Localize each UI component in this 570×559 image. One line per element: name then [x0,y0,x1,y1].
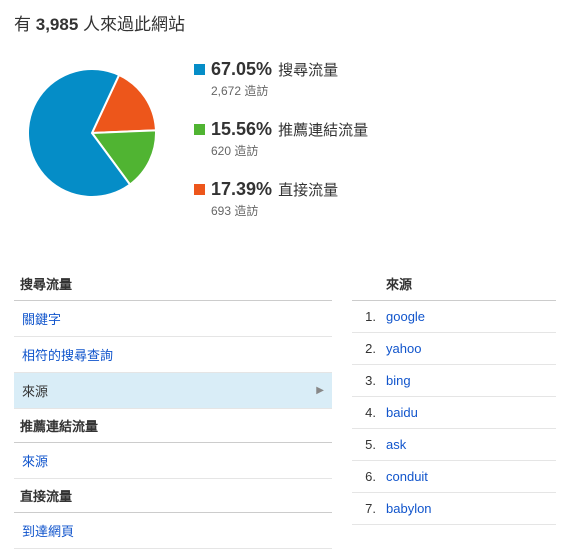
source-row[interactable]: 7.babylon [352,493,556,525]
legend-visits: 620 造訪 [211,142,556,159]
legend-label: 推薦連結流量 [278,119,368,140]
pie-chart-container [14,53,194,206]
source-row[interactable]: 3.bing [352,365,556,397]
chevron-right-icon: ▶ [316,385,324,396]
legend-item-0: 67.05% 搜尋流量 2,672 造訪 [194,59,556,99]
legend-item-1: 15.56% 推薦連結流量 620 造訪 [194,119,556,159]
source-name: yahoo [386,341,421,356]
legend-item-2: 17.39% 直接流量 693 造訪 [194,179,556,219]
legend-pct: 67.05% [211,59,272,80]
source-row[interactable]: 1.google [352,301,556,333]
source-name: bing [386,373,411,388]
page-title: 有 3,985 人來過此網站 [14,10,556,35]
nav-item-label: 相符的搜尋查詢 [22,345,113,364]
title-prefix: 有 [14,15,36,34]
pie-chart [22,63,162,203]
traffic-nav: 搜尋流量關鍵字相符的搜尋查詢來源▶推薦連結流量來源直接流量到達網頁 [14,267,332,549]
nav-group-header: 推薦連結流量 [14,409,332,443]
visitor-count: 3,985 [36,15,79,34]
nav-item[interactable]: 來源 [14,443,332,479]
legend-label: 搜尋流量 [278,59,338,80]
source-name: babylon [386,501,432,516]
source-row[interactable]: 2.yahoo [352,333,556,365]
sources-header: 來源 [352,267,556,301]
sources-list: 1.google2.yahoo3.bing4.baidu5.ask6.condu… [352,301,556,525]
nav-item[interactable]: 相符的搜尋查詢 [14,337,332,373]
legend-visits: 2,672 造訪 [211,82,556,99]
nav-item[interactable]: 關鍵字 [14,301,332,337]
legend-label: 直接流量 [278,179,338,200]
nav-item-label: 到達網頁 [22,521,74,540]
traffic-overview: 67.05% 搜尋流量 2,672 造訪 15.56% 推薦連結流量 620 造訪 17.3… [14,53,556,239]
nav-item[interactable]: 到達網頁 [14,513,332,549]
nav-item-label: 來源 [22,381,48,400]
source-rank: 3. [358,373,386,388]
legend-swatch [194,124,205,135]
nav-group-header: 搜尋流量 [14,267,332,301]
nav-group-header: 直接流量 [14,479,332,513]
source-row[interactable]: 5.ask [352,429,556,461]
source-name: baidu [386,405,418,420]
source-rank: 7. [358,501,386,516]
title-suffix: 人來過此網站 [78,15,185,34]
source-rank: 2. [358,341,386,356]
source-rank: 5. [358,437,386,452]
source-row[interactable]: 6.conduit [352,461,556,493]
source-name: ask [386,437,406,452]
source-name: google [386,309,425,324]
nav-item[interactable]: 來源 ▶ [14,373,332,409]
source-rank: 6. [358,469,386,484]
legend-pct: 17.39% [211,179,272,200]
source-name: conduit [386,469,428,484]
pie-legend: 67.05% 搜尋流量 2,672 造訪 15.56% 推薦連結流量 620 造訪 17.3… [194,53,556,239]
legend-swatch [194,184,205,195]
source-rank: 1. [358,309,386,324]
legend-swatch [194,64,205,75]
legend-visits: 693 造訪 [211,202,556,219]
source-rank: 4. [358,405,386,420]
nav-item-label: 關鍵字 [22,309,61,328]
legend-pct: 15.56% [211,119,272,140]
sources-panel: 來源 1.google2.yahoo3.bing4.baidu5.ask6.co… [352,267,556,549]
source-row[interactable]: 4.baidu [352,397,556,429]
nav-item-label: 來源 [22,451,48,470]
